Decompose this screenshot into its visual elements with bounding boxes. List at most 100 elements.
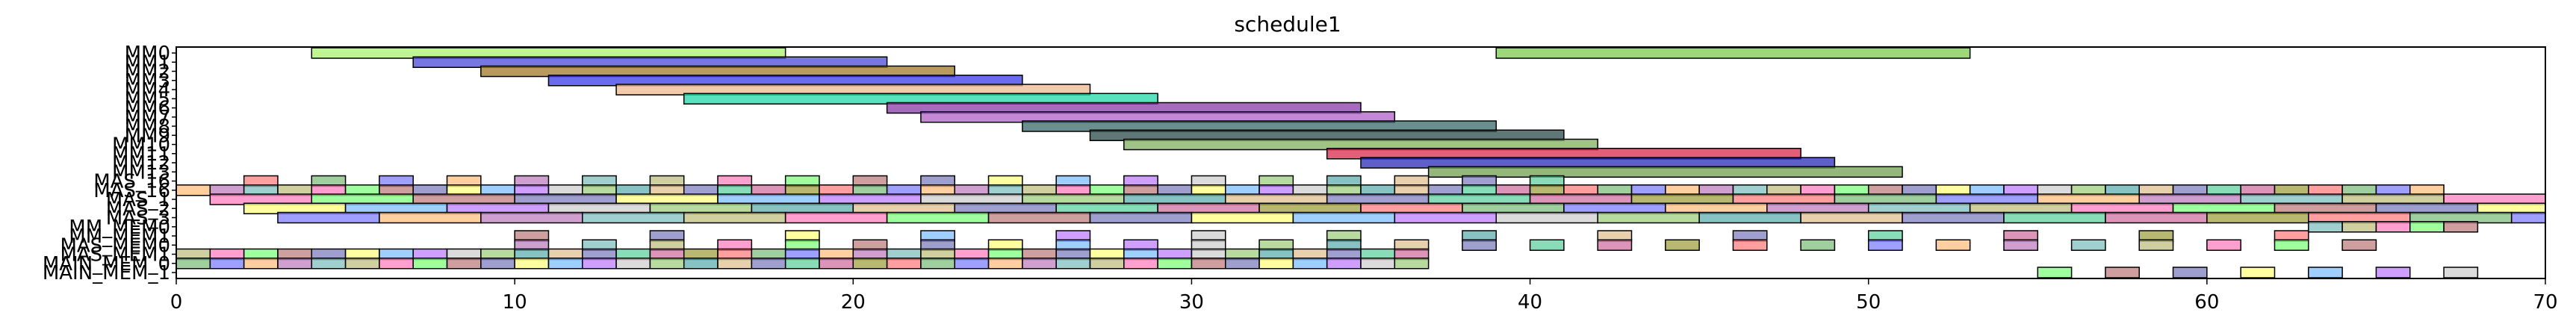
op-bar-r18-10 xyxy=(1292,211,1396,224)
y-tick-label: MAS_3 xyxy=(106,208,170,230)
op-bar-r19-4 xyxy=(2443,221,2479,233)
op-bar-r15-0 xyxy=(176,184,211,196)
x-tick-label: 50 xyxy=(1856,291,1881,314)
op-bar-r23-24 xyxy=(987,258,1023,270)
op-bar-r23-31 xyxy=(1224,258,1260,270)
op-bar-r23-32 xyxy=(1258,258,1294,270)
op-bar-r19-0 xyxy=(2308,221,2343,233)
op-bar-r23-8 xyxy=(446,258,482,270)
op-bar-r23-17 xyxy=(751,258,786,270)
op-bar-r21-26 xyxy=(2274,239,2309,251)
op-bar-r19-3 xyxy=(2409,221,2445,233)
op-bar-r23-36 xyxy=(1394,258,1430,270)
op-bar-r23-1 xyxy=(209,258,245,270)
y-tick-label: MM6 xyxy=(125,98,170,120)
op-bar-r23-21 xyxy=(886,258,922,270)
op-bar-r23-10 xyxy=(514,258,550,270)
task-bar-14 xyxy=(1427,166,1903,178)
op-bar-r23-4 xyxy=(311,258,347,270)
y-tick-label: MAS_MEM1 xyxy=(60,244,170,267)
op-bar-r23-25 xyxy=(1022,258,1057,270)
op-bar-r24-6 xyxy=(2443,267,2479,278)
op-bar-r24-0 xyxy=(2037,267,2073,278)
y-tick-label: MAS_MEM0 xyxy=(60,234,170,257)
op-bar-r18-2 xyxy=(480,211,583,224)
op-bar-r21-24 xyxy=(2138,239,2174,251)
op-bar-r23-19 xyxy=(819,258,854,270)
op-bar-r24-3 xyxy=(2240,267,2276,278)
y-tick-label: MM11 xyxy=(112,143,170,166)
x-tick-label: 10 xyxy=(503,291,527,314)
op-bar-r18-7 xyxy=(987,211,1091,224)
y-tick-labels: MM0MM1MM2MM3MM4MM5MM6MM7MM8MM9MM10MM11MM… xyxy=(43,43,176,284)
op-bar-r24-1 xyxy=(2105,267,2140,278)
op-bar-r23-5 xyxy=(344,258,380,270)
op-bar-r18-12 xyxy=(1495,211,1598,224)
x-tick-label: 30 xyxy=(1179,291,1204,314)
y-tick-label: MM10 xyxy=(112,134,170,157)
op-bar-r18-18 xyxy=(2105,211,2208,224)
op-bar-r21-16 xyxy=(1597,239,1633,251)
y-tick-label: MAIN_MEM_0 xyxy=(43,253,170,275)
op-bar-r23-30 xyxy=(1191,258,1226,270)
op-bar-r18-19 xyxy=(2206,211,2309,224)
op-bar-r21-23 xyxy=(2070,239,2106,251)
y-tick-label: MM5 xyxy=(125,88,170,110)
y-tick-label: MAS_2 xyxy=(106,198,170,220)
op-bar-r21-21 xyxy=(1935,239,1971,251)
op-bar-r18-0 xyxy=(277,211,380,224)
op-bar-r23-18 xyxy=(784,258,820,270)
x-tick-label: 40 xyxy=(1518,291,1542,314)
op-bar-r23-3 xyxy=(277,258,313,270)
op-bar-r23-9 xyxy=(480,258,515,270)
op-bar-r21-15 xyxy=(1529,239,1565,251)
op-bar-r23-29 xyxy=(1157,258,1193,270)
op-bar-r23-7 xyxy=(412,258,448,270)
y-tick-label: MAS_16 xyxy=(93,171,170,193)
y-tick-label: MM3 xyxy=(125,70,170,93)
y-tick-label: MM_MEM1 xyxy=(69,225,170,248)
op-bar-r21-14 xyxy=(1462,239,1498,251)
op-bar-r24-2 xyxy=(2172,267,2208,278)
op-bar-r24-4 xyxy=(2308,267,2343,278)
x-tick-label: 20 xyxy=(841,291,866,314)
op-bar-r18-3 xyxy=(582,211,685,224)
op-bar-r23-33 xyxy=(1292,258,1328,270)
op-bar-r23-13 xyxy=(615,258,651,270)
op-bar-r23-15 xyxy=(683,258,719,270)
op-bar-r23-0 xyxy=(176,258,211,270)
x-ticks: 0 10 20 30 40 50 60 70 xyxy=(170,278,2558,314)
op-bar-r21-27 xyxy=(2341,239,2377,251)
task-bar-1 xyxy=(1495,47,1971,59)
y-tick-label: MAIN_MEM_1 xyxy=(43,262,170,284)
op-bar-r18-4 xyxy=(683,211,786,224)
op-bar-r23-26 xyxy=(1055,258,1091,270)
op-bar-r23-28 xyxy=(1123,258,1158,270)
y-tick-label: MM_MEM0 xyxy=(69,217,170,239)
y-tick-label: MM0 xyxy=(125,43,170,65)
op-bar-r21-17 xyxy=(1665,239,1700,251)
op-bar-r24-5 xyxy=(2375,267,2411,278)
op-bar-r21-20 xyxy=(1867,239,1903,251)
chart-title: schedule1 xyxy=(1234,12,1341,37)
y-tick-label: MM9 xyxy=(125,125,170,147)
op-bar-r23-35 xyxy=(1360,258,1396,270)
op-bar-r23-20 xyxy=(852,258,888,270)
op-bar-r18-16 xyxy=(1902,211,2005,224)
y-tick-label: MM7 xyxy=(125,107,170,129)
op-bar-r18-22 xyxy=(2510,211,2546,224)
op-bar-r18-14 xyxy=(1698,211,1801,224)
op-bar-r19-1 xyxy=(2341,221,2377,233)
y-tick-label: MM12 xyxy=(112,152,170,175)
op-bar-r23-6 xyxy=(379,258,414,270)
y-tick-label: MM13 xyxy=(112,161,170,184)
op-bar-r19-2 xyxy=(2375,221,2411,233)
bars-layer xyxy=(176,47,2546,278)
op-bar-r18-15 xyxy=(1800,211,1903,224)
y-tick-label: MM1 xyxy=(125,52,170,74)
y-tick-label: MM2 xyxy=(125,61,170,84)
op-bar-r23-34 xyxy=(1326,258,1362,270)
op-bar-r18-17 xyxy=(2003,211,2106,224)
